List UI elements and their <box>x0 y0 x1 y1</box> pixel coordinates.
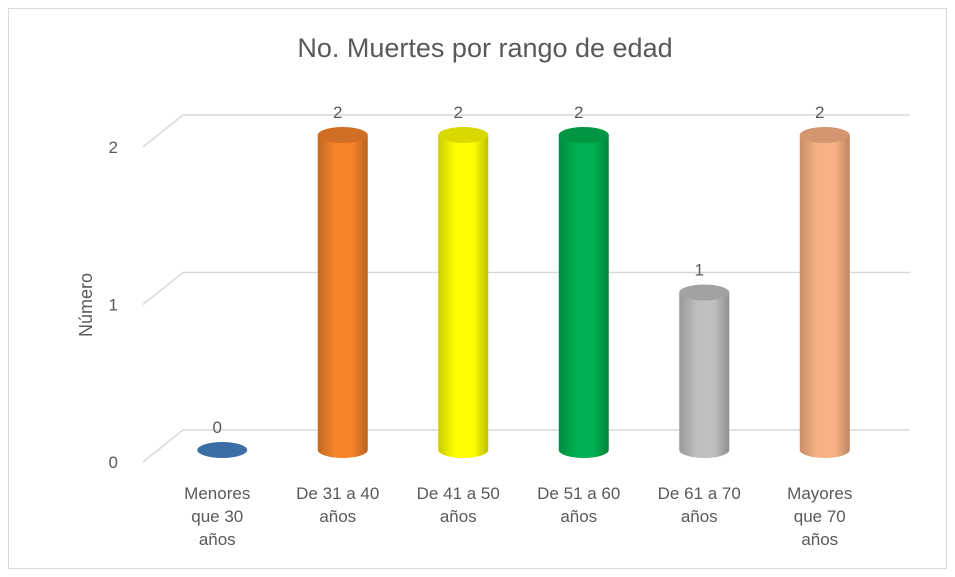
y-tick-label: 2 <box>109 138 118 157</box>
bar-top <box>799 127 850 143</box>
y-tick-label: 0 <box>109 453 118 472</box>
bar <box>438 127 489 458</box>
data-label: 2 <box>574 103 583 122</box>
bar <box>679 284 730 458</box>
bar <box>558 127 609 458</box>
chart-title: No. Muertes por rango de edad <box>297 33 672 63</box>
x-tick-label: De 51 a 60 años <box>537 484 621 526</box>
grid-line <box>142 271 910 306</box>
x-tick-label: Mayores que 70 años <box>787 484 853 549</box>
bar-body <box>799 135 850 458</box>
data-label: 2 <box>454 103 463 122</box>
grid-line <box>142 429 910 463</box>
bar-top <box>197 442 248 458</box>
bar-body <box>679 292 730 458</box>
bar <box>317 127 368 458</box>
data-label: 2 <box>815 103 824 122</box>
bar-top <box>317 127 368 143</box>
bar-body <box>558 135 609 458</box>
x-tick-label: De 61 a 70 años <box>657 484 741 526</box>
bar-body <box>317 135 368 458</box>
x-tick-label: De 31 a 40 años <box>296 484 380 526</box>
bar <box>197 442 248 458</box>
x-tick-label: Menores que 30 años <box>184 484 251 549</box>
data-label: 1 <box>695 261 704 280</box>
data-label: 2 <box>333 103 342 122</box>
y-axis-title: Número <box>76 273 96 337</box>
grid-line <box>142 114 910 148</box>
bar-top <box>438 127 489 143</box>
y-tick-label: 1 <box>109 296 118 315</box>
bar-body <box>438 135 489 458</box>
data-label: 0 <box>213 418 222 437</box>
bar-top <box>558 127 609 143</box>
bar-top <box>679 284 730 301</box>
x-tick-label: De 41 a 50 años <box>416 484 500 526</box>
bar <box>799 127 850 458</box>
